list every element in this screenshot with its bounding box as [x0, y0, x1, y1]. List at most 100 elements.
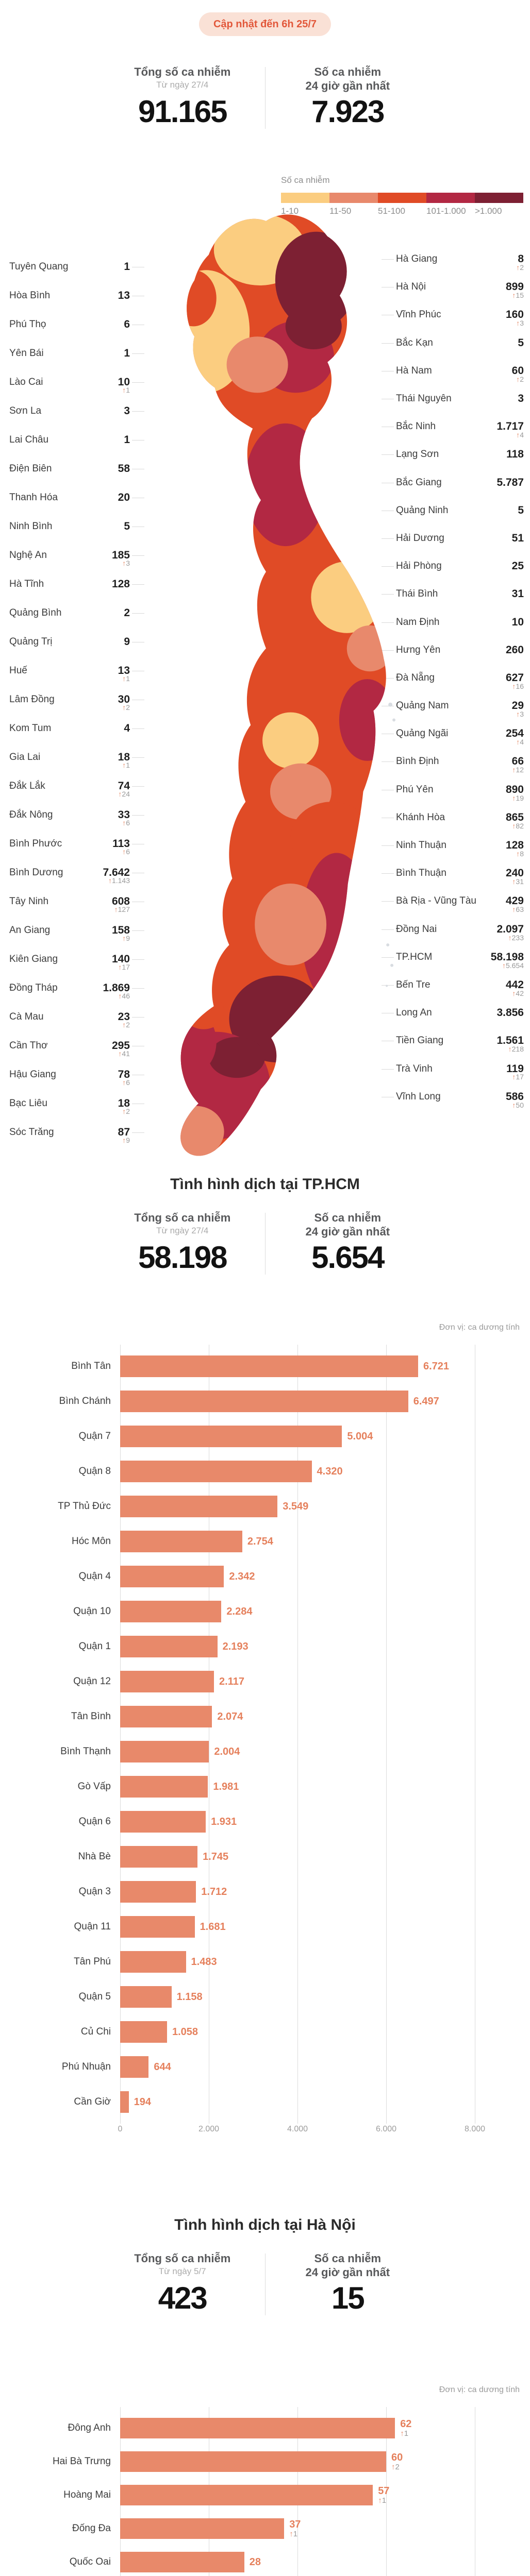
province-value: 6: [124, 318, 130, 330]
bar-track: 1.981: [120, 1769, 495, 1804]
bar-track: 1.681: [120, 1909, 495, 1944]
recent-cases-stat: Số ca nhiễm 24 giờ gần nhất 15: [266, 2251, 430, 2317]
bar: [120, 1671, 214, 1692]
bar-value-group: 2.754: [247, 1524, 273, 1559]
province-row: Bình Định 66 ↑12: [382, 748, 524, 775]
bar-row: Bình Chánh 6.497: [0, 1384, 530, 1419]
bar: [120, 1951, 186, 1973]
stat-label: Tổng số ca nhiễm: [134, 1211, 231, 1224]
up-arrow-icon: ↑: [512, 291, 516, 300]
province-delta: ↑4: [516, 431, 524, 438]
up-arrow-icon: ↑: [118, 963, 122, 971]
province-delta-value: 3: [126, 559, 130, 567]
province-row: Hà Tĩnh 128: [9, 570, 144, 599]
province-value: 254: [505, 727, 524, 740]
up-arrow-icon: ↑: [512, 821, 516, 830]
bar-row: Tân Phú 1.483: [0, 1944, 530, 1979]
province-row: Kiên Giang 140 ↑17: [9, 945, 144, 974]
province-delta-value: 17: [516, 1073, 524, 1081]
province-delta: ↑5.654: [502, 962, 524, 969]
province-row: Nam Định 10: [382, 608, 524, 636]
bar-value: 62: [400, 2418, 412, 2430]
stat-label: 24 giờ gần nhất: [305, 79, 390, 92]
bar-track: 1.158: [120, 1979, 495, 2014]
bar: [120, 2091, 129, 2113]
province-delta-value: 50: [516, 1100, 524, 1109]
vietnam-map: [132, 192, 398, 1177]
bar-label: Hóc Môn: [71, 1536, 111, 1547]
bar: [120, 1496, 278, 1517]
province-value: 1: [124, 347, 130, 359]
stat-label: Tổng số ca nhiễm: [134, 2252, 231, 2265]
up-arrow-icon: ↑: [122, 934, 126, 942]
up-arrow-icon: ↑: [516, 319, 520, 328]
bar-row: TP Thủ Đức 3.549: [0, 1489, 530, 1524]
province-name: Lai Châu: [9, 434, 49, 445]
up-arrow-icon: ↑: [122, 703, 126, 711]
hanoi-bar-chart: Đông Anh 62 ↑1 Hai Bà Trưng 60 ↑2 Hoàng Mai 57 ↑…: [0, 2407, 530, 2576]
bar-value-group: 2.284: [226, 1594, 252, 1629]
province-delta-value: 2: [520, 375, 524, 383]
province-value: 87: [118, 1126, 130, 1138]
province-delta: ↑17: [512, 1073, 524, 1080]
province-delta: ↑42: [512, 990, 524, 997]
province-value: 158: [111, 924, 130, 936]
bar-value: 6.721: [423, 1361, 450, 1372]
bar-track: 6.497: [120, 1384, 495, 1419]
province-row: Bà Rịa - Vũng Tàu 429 ↑63: [382, 887, 524, 915]
province-delta: ↑24: [118, 790, 130, 798]
province-row: Đắk Nông 33 ↑6: [9, 801, 144, 829]
bar-track: 2.117: [120, 1664, 495, 1699]
stat-label: Số ca nhiễm: [314, 1211, 382, 1224]
up-arrow-icon: ↑: [122, 819, 126, 827]
up-arrow-icon: ↑: [508, 933, 512, 942]
bar: [120, 2417, 395, 2438]
province-row: Quảng Nam 29 ↑3: [382, 692, 524, 720]
province-row: Hà Nội 899 ↑15: [382, 273, 524, 301]
province-name: Đắk Nông: [9, 809, 53, 820]
bar-row: Quận 10 2.284: [0, 1594, 530, 1629]
bar-track: 62 ↑1: [120, 2411, 495, 2445]
province-row: Phú Thọ 6: [9, 310, 144, 339]
province-value: 865: [505, 811, 524, 823]
legend-bin-label: 51-100: [378, 206, 405, 216]
province-value: 60: [511, 364, 524, 377]
province-value: 10: [118, 376, 130, 388]
bar-value: 3.549: [283, 1501, 309, 1512]
province-name: Yên Bái: [9, 348, 44, 359]
province-name: Tiền Giang: [396, 1035, 444, 1046]
bar-row: Nhà Bè 1.745: [0, 1839, 530, 1874]
province-row: Khánh Hòa 865 ↑82: [382, 804, 524, 832]
bar-value-group: 2.004: [214, 1734, 240, 1769]
bar-label: Quận 3: [78, 1886, 111, 1897]
province-delta: ↑6: [122, 1079, 130, 1086]
province-row: Đắk Lắk 74 ↑24: [9, 772, 144, 801]
province-row: Ninh Thuận 128 ↑8: [382, 832, 524, 859]
bar-row: Hai Bà Trưng 60 ↑2: [0, 2445, 530, 2478]
bar-track: 5.004: [120, 1419, 495, 1454]
bar-label: Quận 11: [74, 1921, 111, 1932]
bar: [120, 1881, 196, 1903]
province-name: Điện Biên: [9, 463, 52, 474]
province-list-left: Tuyên Quang 1 Hòa Bình 13 Phú Thọ 6 Yên Bái 1 Là…: [9, 252, 144, 1147]
province-value: 1.869: [103, 982, 130, 994]
stat-value: 15: [331, 2281, 365, 2315]
islands: [386, 702, 396, 987]
province-delta: ↑1: [122, 761, 130, 769]
province-value: 1.561: [496, 1035, 524, 1047]
bar-track: 2.342: [120, 1559, 495, 1594]
province-name: Kiên Giang: [9, 954, 58, 964]
bar-label: Bình Tân: [71, 1361, 111, 1371]
stat-label: 24 giờ gần nhất: [305, 2266, 390, 2279]
province-value: 31: [511, 588, 524, 600]
up-arrow-icon: ↑: [122, 1078, 126, 1087]
bar-label: Tân Bình: [71, 1711, 111, 1722]
province-delta-value: 19: [516, 793, 524, 802]
province-row: Tuyên Quang 1: [9, 252, 144, 281]
province-row: Vĩnh Phúc 160 ↑3: [382, 301, 524, 329]
bar-delta-value: 2: [395, 2462, 400, 2471]
province-value: 295: [111, 1040, 130, 1052]
hanoi-stats: Tổng số ca nhiễm Từ ngày 5/7 423 Số ca n…: [100, 2251, 430, 2317]
province-row: Tiền Giang 1.561 ↑218: [382, 1027, 524, 1055]
up-arrow-icon: ↑: [118, 992, 122, 1000]
